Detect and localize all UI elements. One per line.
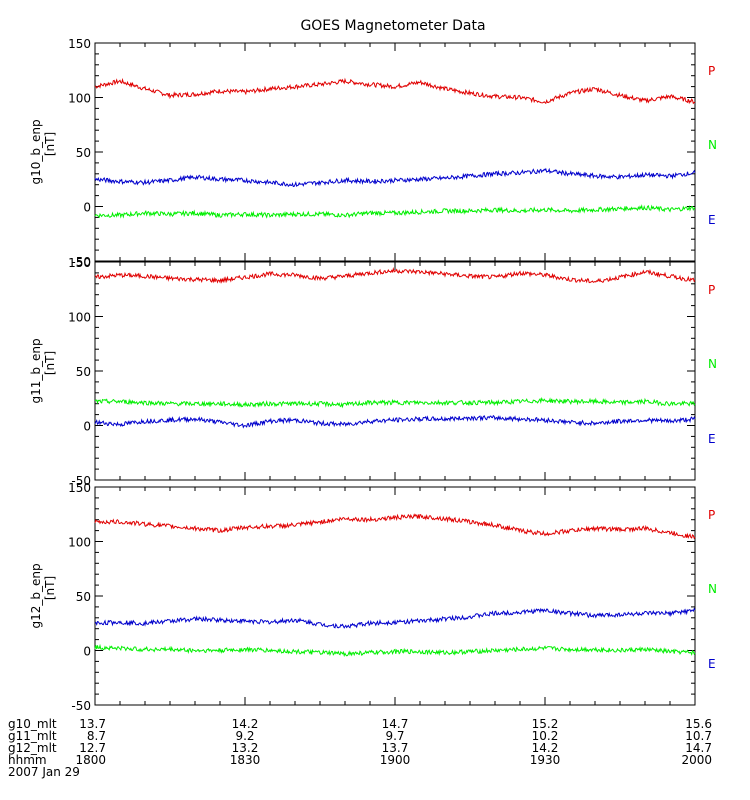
x-table-cell: 14.7: [685, 741, 712, 755]
panel-1: 150 100 50 0 -50 g10_b_enp [nT] P N E: [29, 37, 717, 269]
x-table-row-label: g10_mlt: [8, 717, 57, 731]
legend-N: N: [708, 357, 717, 371]
x-table-row-label: g11_mlt: [8, 729, 57, 743]
x-table-cell: 8.7: [87, 729, 106, 743]
series-line-P: [94, 77, 696, 105]
series-line-E: [94, 607, 696, 629]
x-table-cell: 14.2: [232, 717, 259, 731]
y-tick-label: 100: [68, 92, 91, 106]
y-tick-label: -50: [71, 255, 91, 269]
legend-E: E: [708, 657, 716, 671]
y-axis-label: g10_b_enp: [29, 119, 43, 184]
x-table-cell: 14.7: [382, 717, 409, 731]
panel-frame: [94, 261, 696, 481]
y-tick-label: 0: [83, 201, 91, 215]
y-tick-label: 50: [76, 146, 91, 160]
y-tick-label: -50: [71, 699, 91, 713]
x-table-cell: 15.2: [532, 717, 559, 731]
y-tick-label: 100: [68, 311, 91, 325]
y-axis-unit: [nT]: [43, 132, 57, 156]
x-table-cell: 1930: [530, 753, 561, 767]
x-table-cell: 1800: [75, 753, 106, 767]
x-table-cell: 2000: [681, 753, 712, 767]
x-table-cell: 13.7: [79, 717, 106, 731]
y-tick-label: -50: [71, 474, 91, 488]
series-line-E: [94, 414, 696, 429]
x-table-row-label: g12_mlt: [8, 741, 57, 755]
y-tick-label: 0: [83, 420, 91, 434]
legend-P: P: [708, 508, 715, 522]
x-table-cell: 1830: [230, 753, 261, 767]
y-tick-label: 100: [68, 536, 91, 550]
y-axis-label: g11_b_enp: [29, 338, 43, 403]
legend-N: N: [708, 582, 717, 596]
legend-N: N: [708, 138, 717, 152]
x-axis-table: g10_mltg11_mltg12_mlthhmm13.78.712.71800…: [8, 717, 712, 779]
x-table-row-label: hhmm: [8, 753, 47, 767]
x-table-cell: 1900: [380, 753, 411, 767]
series-line-P: [94, 266, 696, 284]
legend-P: P: [708, 64, 715, 78]
series-line-E: [94, 167, 696, 188]
y-axis-unit: [nT]: [43, 576, 57, 600]
series-line-N: [94, 397, 696, 409]
legend-E: E: [708, 432, 716, 446]
x-table-cell: 9.7: [385, 729, 404, 743]
x-table-cell: 10.7: [685, 729, 712, 743]
panel-3: 150 100 50 0 -50 g12_b_enp [nT] P N E: [29, 481, 717, 713]
x-table-cell: 14.2: [532, 741, 559, 755]
y-tick-label: 150: [68, 481, 91, 495]
panel-frame: [94, 486, 696, 706]
y-tick-label: 50: [76, 365, 91, 379]
panel-frame: [94, 42, 696, 262]
series-line-P: [94, 513, 696, 540]
y-tick-label: 150: [68, 37, 91, 51]
date-label: 2007 Jan 29: [8, 765, 80, 779]
chart-title: GOES Magnetometer Data: [300, 18, 485, 34]
y-tick-label: 0: [83, 645, 91, 659]
x-table-cell: 13.2: [232, 741, 259, 755]
x-table-cell: 13.7: [382, 741, 409, 755]
legend-P: P: [708, 283, 715, 297]
x-table-cell: 9.2: [235, 729, 254, 743]
series-line-N: [94, 204, 696, 219]
series-line-N: [94, 643, 696, 658]
y-tick-label: 50: [76, 590, 91, 604]
x-table-cell: 15.6: [685, 717, 712, 731]
x-table-cell: 12.7: [79, 741, 106, 755]
legend-E: E: [708, 213, 716, 227]
x-table-cell: 10.2: [532, 729, 559, 743]
y-axis-unit: [nT]: [43, 351, 57, 375]
y-axis-label: g12_b_enp: [29, 563, 43, 628]
y-tick-label: 150: [68, 256, 91, 270]
panel-2: 150 100 50 0 -50 g11_b_enp [nT] P N E: [29, 256, 717, 488]
